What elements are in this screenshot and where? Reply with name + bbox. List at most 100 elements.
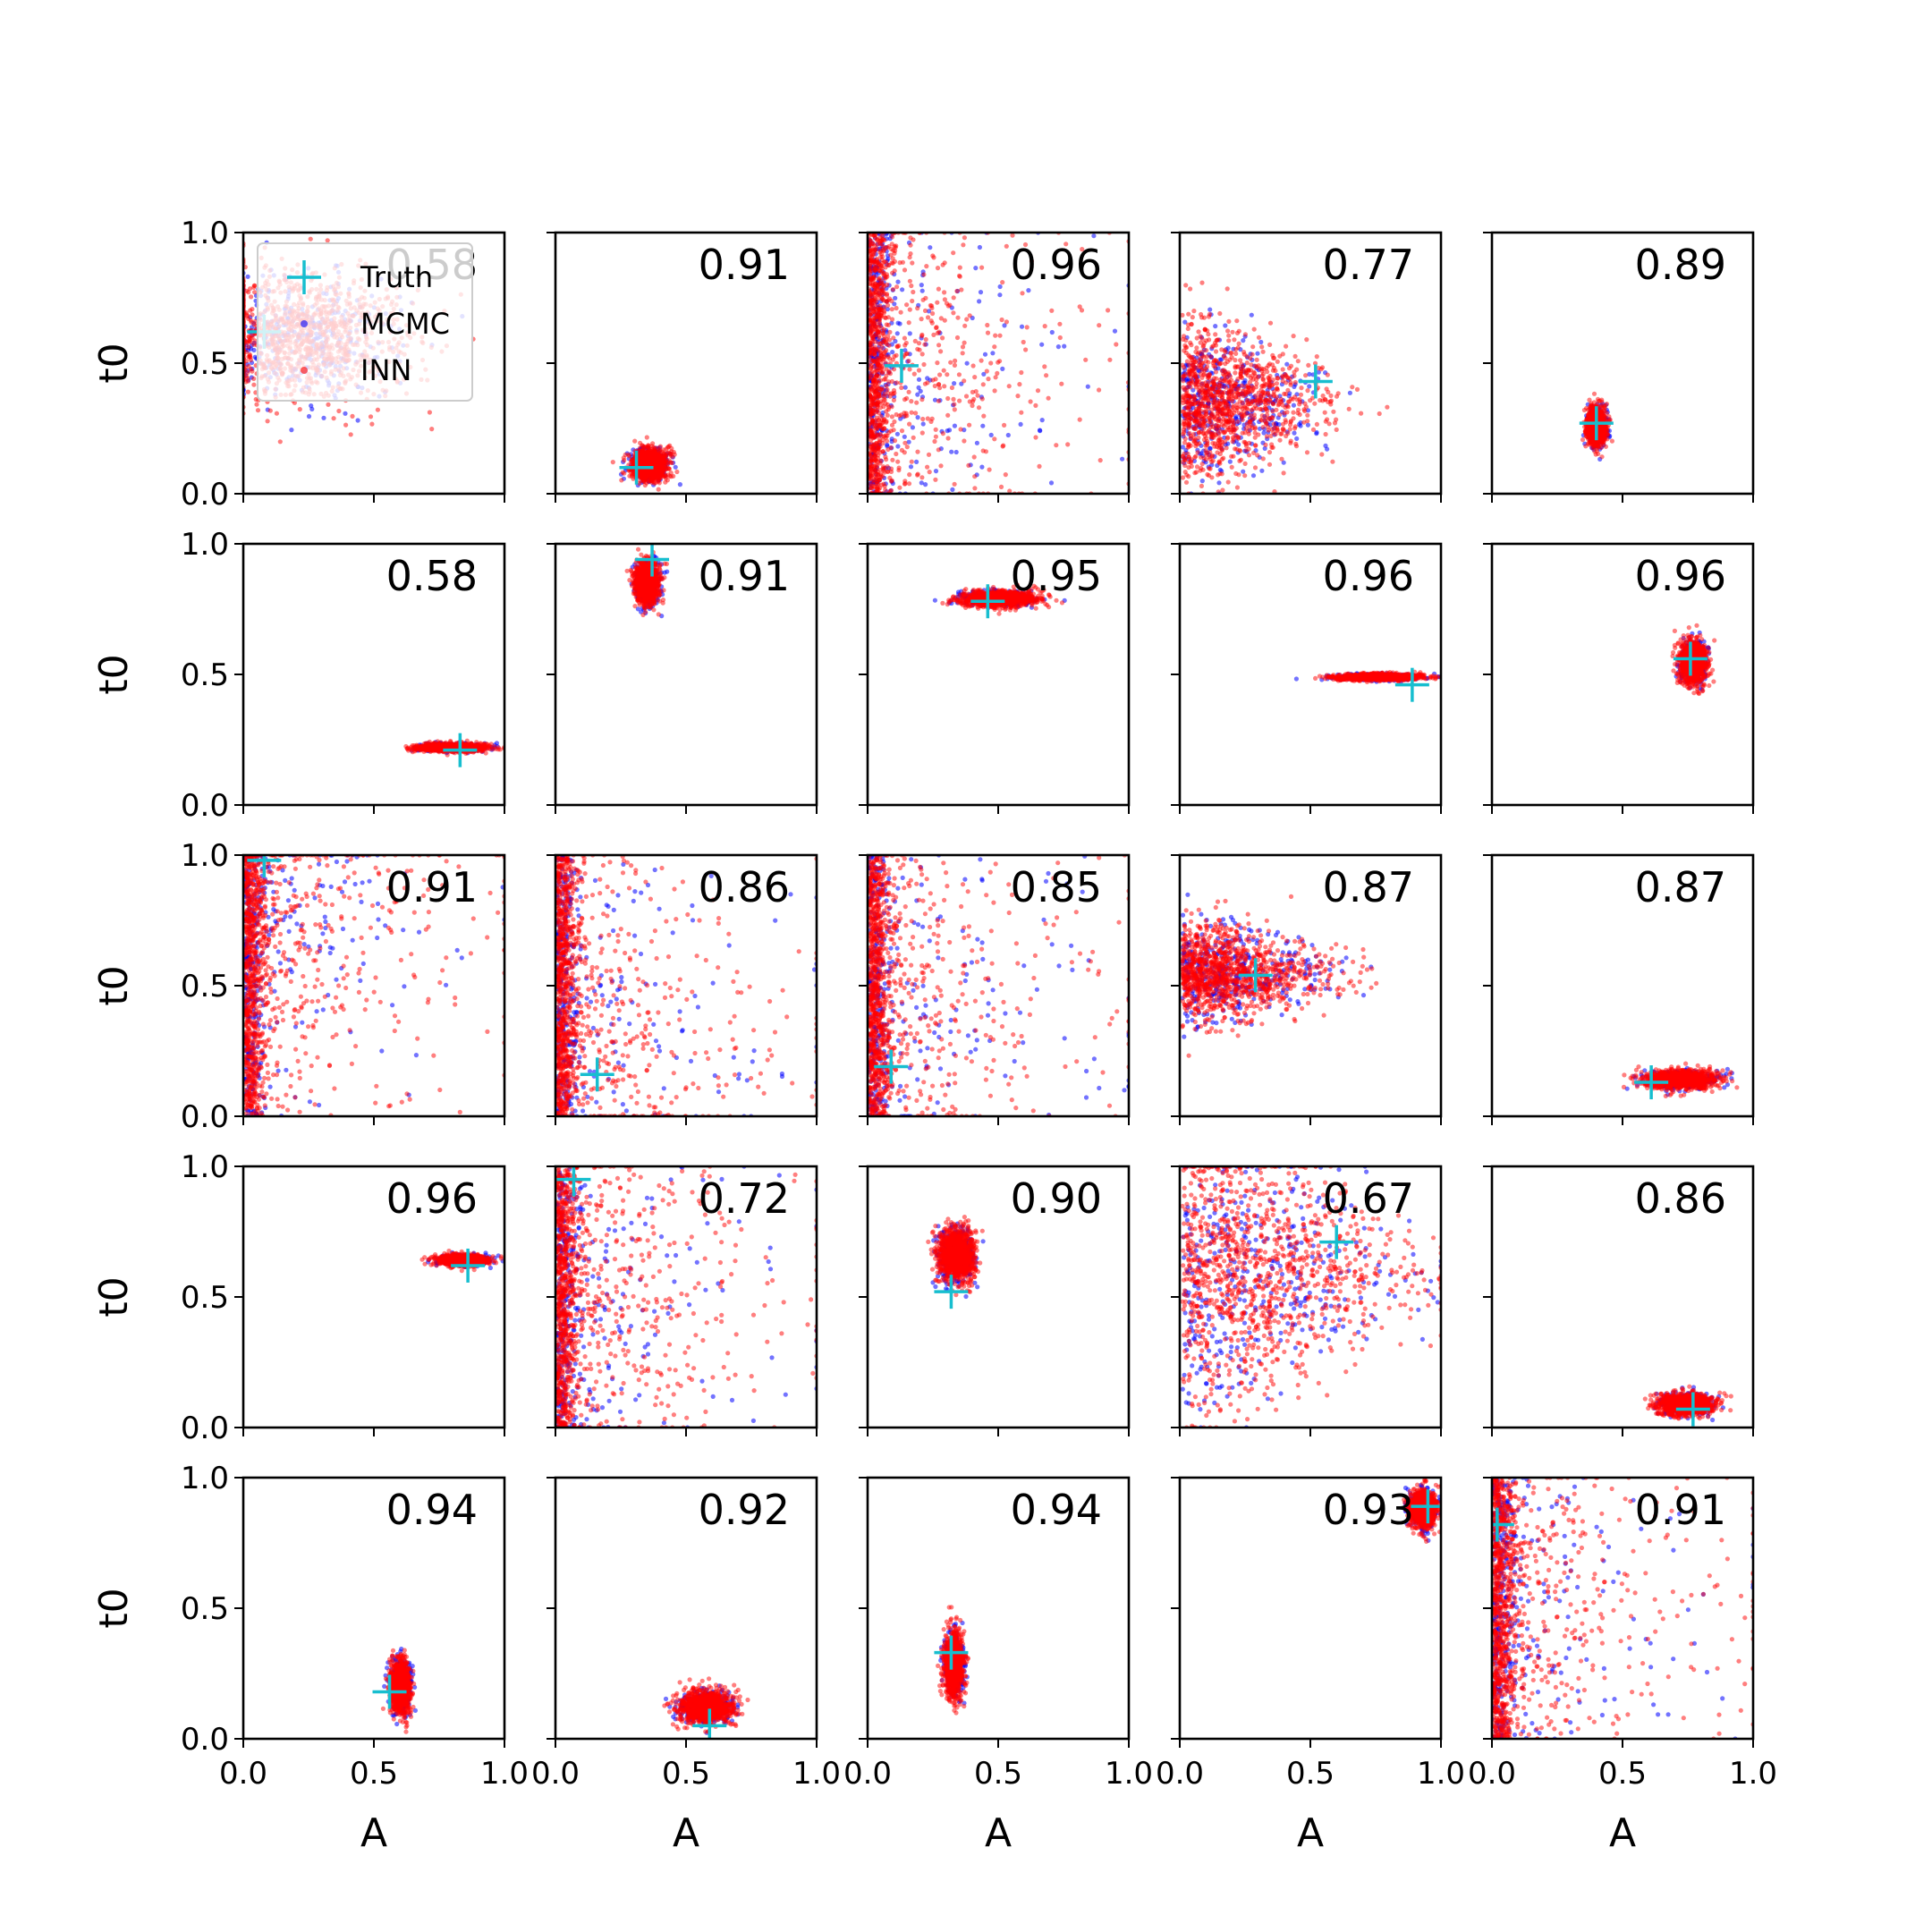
inn-point bbox=[1299, 386, 1304, 391]
inn-point bbox=[951, 250, 956, 256]
y-tick-label: 1.0 bbox=[181, 216, 229, 251]
mcmc-point bbox=[925, 376, 930, 381]
inn-point bbox=[952, 407, 957, 412]
score-label: 0.96 bbox=[1011, 241, 1102, 289]
mcmc-point bbox=[949, 449, 954, 454]
inn-point bbox=[657, 456, 663, 462]
mcmc-point bbox=[1298, 419, 1303, 426]
inn-point bbox=[1042, 324, 1047, 329]
inn-point bbox=[916, 341, 922, 346]
inn-point bbox=[904, 395, 910, 401]
inn-point bbox=[669, 460, 674, 466]
inn-point bbox=[1063, 242, 1069, 247]
inn-point bbox=[875, 463, 880, 469]
inn-point bbox=[909, 283, 914, 289]
inn-point bbox=[957, 265, 962, 270]
inn-point bbox=[910, 260, 915, 266]
inn-point bbox=[244, 312, 250, 318]
inn-point bbox=[929, 320, 935, 326]
mcmc-point bbox=[1026, 288, 1031, 293]
mcmc-point bbox=[907, 331, 912, 336]
inn-point bbox=[888, 487, 894, 494]
mcmc-point bbox=[977, 299, 982, 304]
inn-point bbox=[979, 358, 984, 363]
inn-point bbox=[888, 252, 894, 258]
inn-point bbox=[973, 389, 979, 394]
inn-point bbox=[1057, 321, 1063, 326]
inn-point bbox=[947, 302, 953, 308]
inn-point bbox=[308, 236, 313, 242]
inn-point bbox=[962, 323, 968, 328]
inn-point bbox=[889, 298, 894, 304]
inn-point bbox=[945, 412, 951, 418]
mcmc-point bbox=[990, 351, 996, 356]
inn-point bbox=[669, 449, 674, 454]
inn-point bbox=[972, 486, 978, 491]
inn-point bbox=[909, 399, 914, 404]
mcmc-point bbox=[974, 440, 979, 445]
inn-point bbox=[610, 460, 615, 465]
panel-1-4: 0.77 bbox=[1171, 231, 1443, 503]
inn-point bbox=[884, 419, 889, 425]
mcmc-point bbox=[1307, 384, 1312, 389]
inn-point bbox=[907, 255, 912, 260]
inn-point bbox=[251, 382, 257, 387]
inn-point bbox=[937, 372, 943, 377]
inn-point bbox=[644, 480, 649, 486]
inn-point bbox=[975, 393, 980, 398]
inn-point bbox=[880, 236, 886, 242]
inn-point bbox=[899, 385, 904, 391]
inn-point bbox=[983, 449, 988, 454]
inn-point bbox=[876, 471, 881, 478]
inn-point bbox=[995, 370, 1000, 376]
inn-point bbox=[882, 259, 887, 265]
inn-point bbox=[870, 335, 876, 341]
inn-point bbox=[878, 367, 884, 372]
inn-point bbox=[913, 411, 919, 416]
mcmc-point bbox=[980, 423, 986, 428]
inn-point bbox=[908, 251, 913, 257]
mcmc-point bbox=[933, 469, 939, 474]
inn-point bbox=[986, 377, 991, 382]
inn-point bbox=[871, 251, 877, 257]
inn-point bbox=[267, 408, 273, 413]
inn-point bbox=[926, 452, 932, 457]
mcmc-point bbox=[919, 480, 924, 486]
inn-point bbox=[970, 363, 976, 369]
mcmc-point bbox=[919, 288, 925, 293]
inn-point bbox=[619, 478, 624, 483]
mcmc-point bbox=[1091, 233, 1097, 239]
inn-point bbox=[902, 411, 907, 416]
inn-point bbox=[942, 297, 947, 302]
inn-point bbox=[888, 466, 894, 471]
inn-point bbox=[970, 399, 976, 404]
mcmc-point bbox=[1120, 456, 1125, 462]
inn-point bbox=[962, 340, 967, 345]
inn-point bbox=[1079, 308, 1085, 313]
inn-point bbox=[878, 312, 884, 318]
inn-point bbox=[886, 262, 891, 267]
inn-point bbox=[869, 411, 875, 417]
inn-point bbox=[875, 368, 880, 373]
inn-point bbox=[250, 369, 255, 374]
inn-point bbox=[369, 421, 375, 427]
mcmc-point bbox=[918, 388, 923, 394]
score-label: 0.91 bbox=[699, 241, 790, 289]
mcmc-point bbox=[343, 411, 348, 416]
mcmc-point bbox=[988, 432, 994, 437]
inn-point bbox=[999, 317, 1004, 323]
inn-point bbox=[638, 440, 643, 445]
inn-point bbox=[909, 459, 914, 464]
inn-point bbox=[890, 391, 896, 396]
inn-point bbox=[882, 315, 887, 320]
mcmc-point bbox=[893, 295, 898, 301]
inn-point bbox=[248, 335, 253, 341]
inn-point bbox=[878, 413, 884, 419]
inn-point bbox=[919, 397, 925, 402]
inn-point bbox=[245, 389, 250, 394]
inn-point bbox=[931, 332, 936, 337]
inn-point bbox=[957, 398, 962, 403]
inn-point bbox=[909, 410, 914, 415]
mcmc-point bbox=[979, 464, 985, 470]
inn-point bbox=[1097, 457, 1103, 463]
